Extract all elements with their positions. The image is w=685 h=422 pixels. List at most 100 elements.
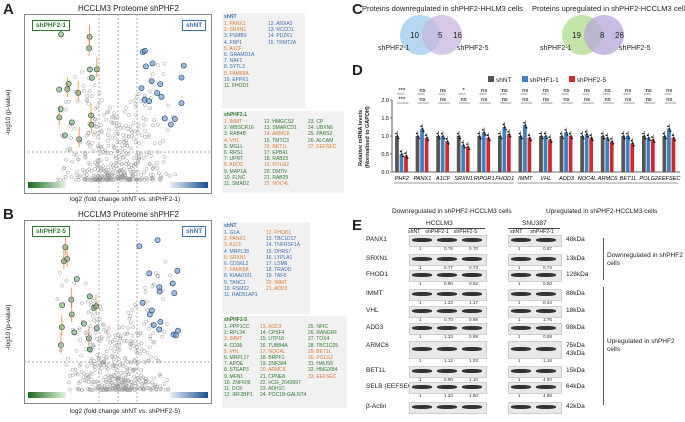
bar-shnt	[662, 136, 667, 172]
volcano-point	[72, 75, 77, 79]
volcano-point	[91, 342, 96, 347]
volcano-point	[148, 106, 153, 111]
gene-list-item: 11. SMAD2	[224, 181, 250, 188]
volcano-point	[145, 308, 150, 312]
replicate-dot	[482, 129, 484, 131]
volcano-point	[80, 388, 84, 392]
replicate-dot	[668, 127, 671, 130]
band-quant: 1	[419, 357, 422, 363]
volcano-point	[89, 168, 94, 173]
volcano-point	[121, 137, 126, 142]
volcano-point	[111, 366, 116, 371]
replicate-dot	[541, 137, 544, 140]
replicate-dot	[672, 136, 675, 139]
replicate-dot	[561, 135, 563, 137]
volcano-point	[164, 322, 169, 326]
volcano-point	[138, 351, 143, 356]
volcano-point	[85, 374, 90, 379]
volcano-point	[141, 155, 146, 160]
volcano-point	[109, 346, 113, 351]
bar-shphf2-5	[486, 137, 491, 172]
gene-list-item: 17. EPB41	[264, 150, 288, 157]
replicate-dot	[669, 130, 672, 133]
significance-label: ns	[584, 97, 590, 103]
volcano-point	[105, 133, 110, 137]
gene-list-item: 10. ZNF609	[224, 379, 251, 386]
replicate-dot	[396, 135, 399, 137]
y-tick-label: 0.5	[381, 152, 389, 158]
gene-list-item: 3. IMMT	[224, 336, 243, 343]
category-label: POLG2	[639, 176, 659, 182]
blot-label: FHOD1	[366, 271, 389, 278]
volcano-point	[106, 326, 111, 330]
venn-left-ab: 5	[438, 31, 443, 40]
blot-label: SELB (EEFSEC)	[366, 383, 415, 390]
replicate-dot	[397, 137, 400, 140]
volcano-point	[74, 177, 78, 182]
volcano-point	[100, 360, 104, 365]
protein-band	[536, 257, 556, 261]
volcano-point	[103, 375, 108, 379]
replicate-dot	[420, 125, 423, 128]
kda-label: 18kDa	[566, 307, 585, 314]
volcano-point	[90, 371, 94, 376]
gene-list-item: 10. FLNC	[224, 174, 246, 181]
bar-shnt	[415, 136, 420, 172]
venn-right-a: 19	[572, 31, 581, 40]
significance-label: ns	[502, 88, 508, 94]
category-label: RIPOR1	[474, 176, 495, 182]
volcano-point	[100, 383, 104, 388]
venn-diagrams	[400, 15, 624, 55]
volcano-point	[77, 328, 82, 332]
band-quant: 0.50	[543, 280, 552, 286]
volcano-point	[137, 155, 142, 160]
protein-band	[462, 347, 482, 351]
volcano-point	[109, 172, 113, 177]
protein-band	[412, 257, 432, 261]
gene-list-item: 9. MFN1	[224, 373, 244, 380]
gene-list-item: 7. UPRT	[224, 156, 244, 163]
protein-band	[536, 273, 556, 277]
significance-label: ns	[440, 88, 446, 94]
gene-list-item: 24. UBXN6	[308, 125, 334, 132]
volcano-point	[87, 387, 92, 392]
volcano-hit-point	[154, 237, 161, 243]
volcano-point	[99, 129, 104, 133]
volcano-plot-b	[24, 220, 212, 404]
volcano-point	[72, 126, 76, 131]
volcano-point	[155, 166, 160, 171]
volcano-point	[113, 344, 117, 348]
volcano-point	[86, 375, 90, 380]
volcano-point	[151, 176, 155, 181]
replicate-dot	[612, 143, 615, 145]
volcano-point	[75, 372, 80, 377]
volcano-point	[122, 386, 127, 391]
volcano-point	[150, 177, 155, 182]
kda-label: 98kDa	[566, 324, 585, 331]
bar-shphf1-1	[523, 125, 527, 172]
panel-letter-d: D	[352, 62, 363, 79]
gene-list-item: 8. STEAP3	[224, 367, 249, 374]
gene-list-item: 4. MRPL38	[224, 248, 250, 255]
kda-label: 48kDa	[566, 236, 585, 243]
volcano-point	[92, 359, 97, 363]
replicate-dot	[518, 132, 521, 135]
panel-a-ylabel: -log10 (p-value)	[5, 89, 12, 135]
volcano-point	[89, 94, 94, 99]
blot-label: SRXN1	[366, 255, 388, 262]
volcano-hit-point	[86, 346, 93, 353]
volcano-point	[131, 136, 136, 141]
panel-b-shnt-list: shNT 1. GLA 2. PANX1 3. A1CF 4. MRPL38 5. SR…	[222, 222, 310, 314]
bar-shphf1-1	[543, 136, 548, 172]
band-quant: 1	[518, 299, 521, 305]
bar-shphf1-1	[564, 132, 568, 172]
volcano-point	[139, 173, 143, 177]
volcano-point	[104, 365, 109, 370]
volcano-point	[143, 103, 147, 107]
venn-right-b: 26	[615, 31, 624, 40]
volcano-point	[114, 156, 118, 160]
replicate-dot	[589, 134, 592, 137]
volcano-point	[106, 138, 110, 143]
volcano-point	[133, 383, 138, 388]
volcano-point	[102, 384, 107, 389]
